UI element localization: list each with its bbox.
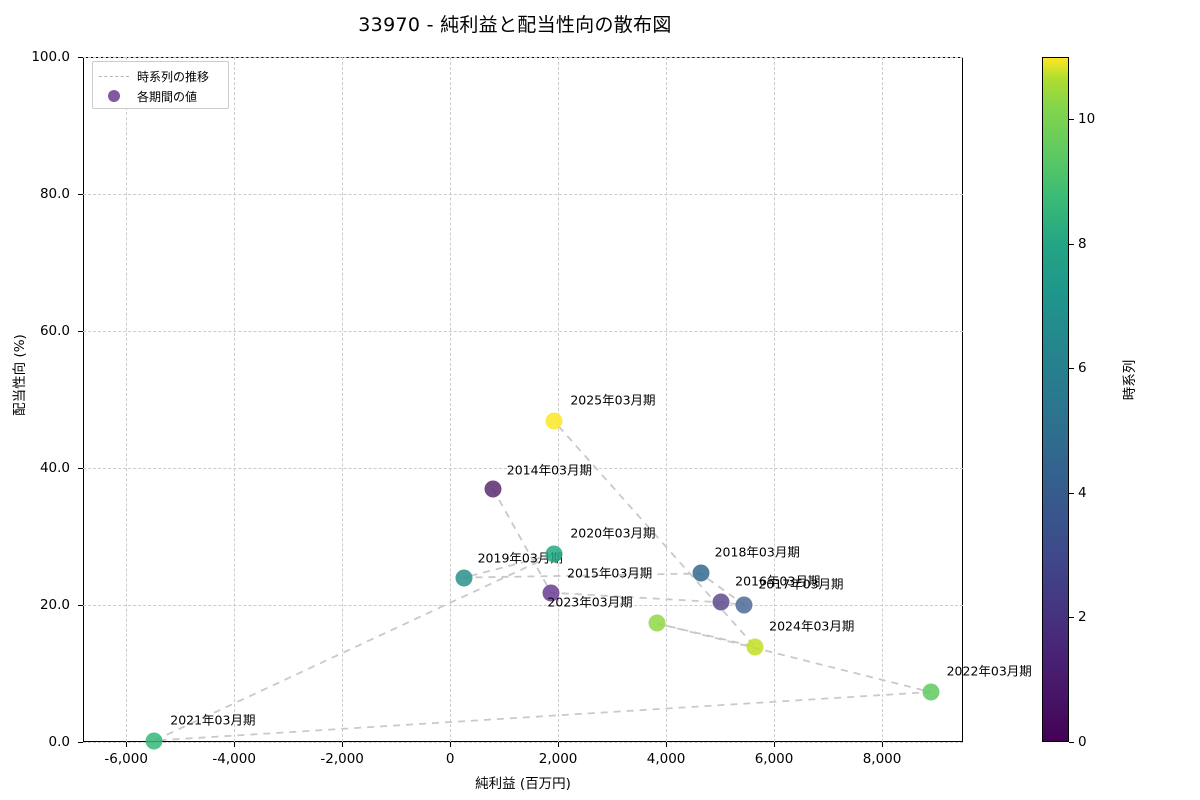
- scatter-point[interactable]: [712, 593, 730, 611]
- scatter-point[interactable]: [455, 569, 473, 587]
- scatter-point[interactable]: [692, 564, 710, 582]
- colorbar-tick: [1069, 742, 1074, 743]
- y-tick: [78, 468, 83, 469]
- scatter-point[interactable]: [145, 732, 163, 750]
- colorbar-tick: [1069, 119, 1074, 121]
- grid-line-vertical: [666, 57, 668, 742]
- x-tick-label: 8,000: [862, 751, 902, 767]
- x-axis-label: 純利益 (百万円): [475, 776, 571, 792]
- legend-label-values: 各期間の値: [137, 89, 198, 104]
- y-tick: [78, 742, 83, 743]
- legend-label-trend: 時系列の推移: [137, 69, 210, 84]
- point-label: 2021年03月期: [170, 712, 256, 728]
- colorbar-tick: [1069, 243, 1074, 245]
- point-label: 2017年03月期: [758, 576, 844, 592]
- x-tick-label: 2,000: [538, 751, 578, 767]
- colorbar-tick-label: 10: [1078, 111, 1096, 128]
- legend-item-line: 時系列の推移: [99, 66, 222, 86]
- point-label: 2014年03月期: [506, 462, 592, 478]
- grid-line-horizontal: [83, 742, 963, 743]
- scatter-point[interactable]: [484, 480, 502, 498]
- grid-line-vertical: [774, 57, 776, 742]
- x-tick: [774, 742, 776, 747]
- marker-dot-icon: [99, 90, 129, 102]
- page-title: 33970 - 純利益と配当性向の散布図: [358, 14, 672, 36]
- grid-line-vertical: [882, 57, 884, 742]
- x-tick-label: 0: [445, 751, 455, 767]
- grid-line-horizontal: [83, 331, 963, 332]
- y-tick: [78, 331, 83, 332]
- y-tick-label: 40.0: [39, 460, 70, 476]
- grid-line-vertical: [558, 57, 560, 742]
- point-label: 2015年03月期: [567, 565, 653, 581]
- scatter-point[interactable]: [735, 596, 753, 614]
- x-tick-label: 4,000: [646, 751, 686, 767]
- colorbar: [1042, 57, 1069, 742]
- y-tick-label: 60.0: [39, 323, 70, 339]
- point-label: 2018年03月期: [714, 544, 800, 560]
- point-label: 2019年03月期: [477, 550, 563, 566]
- grid-line-horizontal: [83, 194, 963, 195]
- colorbar-tick: [1069, 617, 1074, 619]
- x-tick-label: -4,000: [212, 751, 256, 767]
- legend: 時系列の推移 各期間の値: [92, 61, 229, 109]
- y-tick: [78, 57, 83, 58]
- x-tick: [882, 742, 884, 747]
- colorbar-tick-label: 0: [1078, 734, 1087, 750]
- colorbar-title: 時系列: [1122, 359, 1138, 401]
- y-tick-label: 80.0: [39, 186, 70, 202]
- point-label: 2016年03月期: [735, 573, 821, 589]
- scatter-point[interactable]: [545, 412, 563, 430]
- x-tick-label: 6,000: [754, 751, 794, 767]
- legend-item-marker: 各期間の値: [99, 86, 222, 106]
- dashed-line-icon: [99, 75, 129, 77]
- grid-line-vertical: [342, 57, 344, 742]
- grid-line-horizontal: [83, 605, 963, 606]
- plot-area: [83, 57, 963, 742]
- scatter-point[interactable]: [545, 545, 563, 563]
- colorbar-tick: [1069, 368, 1074, 370]
- y-tick-label: 0.0: [48, 734, 70, 750]
- colorbar-tick: [1069, 492, 1074, 494]
- x-tick: [342, 742, 344, 747]
- scatter-point[interactable]: [922, 683, 940, 701]
- grid-line-vertical: [450, 57, 452, 742]
- point-label: 2024年03月期: [769, 618, 855, 634]
- x-tick: [558, 742, 560, 747]
- grid-line-horizontal: [83, 57, 963, 58]
- x-tick-label: -2,000: [320, 751, 364, 767]
- point-label: 2023年03月期: [547, 594, 633, 610]
- y-axis-label: 配当性向 (%): [12, 334, 28, 416]
- y-tick: [78, 605, 83, 606]
- point-label: 2025年03月期: [570, 392, 656, 408]
- grid-line-vertical: [126, 57, 128, 742]
- colorbar-tick-label: 6: [1078, 360, 1087, 377]
- scatter-point[interactable]: [542, 584, 560, 602]
- point-label: 2020年03月期: [570, 525, 656, 541]
- y-tick: [78, 194, 83, 195]
- y-tick-label: 20.0: [39, 597, 70, 613]
- x-tick: [450, 742, 452, 747]
- scatter-point[interactable]: [648, 614, 666, 632]
- colorbar-tick-label: 8: [1078, 235, 1087, 252]
- x-tick: [126, 742, 128, 747]
- y-tick-label: 100.0: [31, 49, 70, 65]
- x-tick: [666, 742, 668, 747]
- grid-line-vertical: [234, 57, 236, 742]
- x-tick: [234, 742, 236, 747]
- colorbar-tick-label: 2: [1078, 609, 1087, 626]
- scatter-point[interactable]: [746, 638, 764, 656]
- colorbar-tick-label: 4: [1078, 484, 1087, 501]
- point-label: 2022年03月期: [946, 663, 1032, 679]
- x-tick-label: -6,000: [104, 751, 148, 767]
